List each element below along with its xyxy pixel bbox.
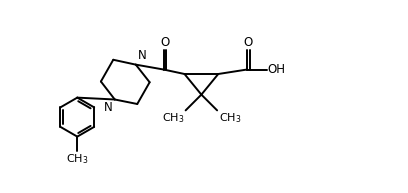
Text: N: N [104,101,113,114]
Text: CH$_3$: CH$_3$ [162,112,184,125]
Text: CH$_3$: CH$_3$ [219,112,241,125]
Text: OH: OH [268,63,286,76]
Text: N: N [137,49,146,62]
Text: CH$_3$: CH$_3$ [66,152,89,166]
Text: O: O [160,36,169,48]
Text: O: O [244,36,253,48]
